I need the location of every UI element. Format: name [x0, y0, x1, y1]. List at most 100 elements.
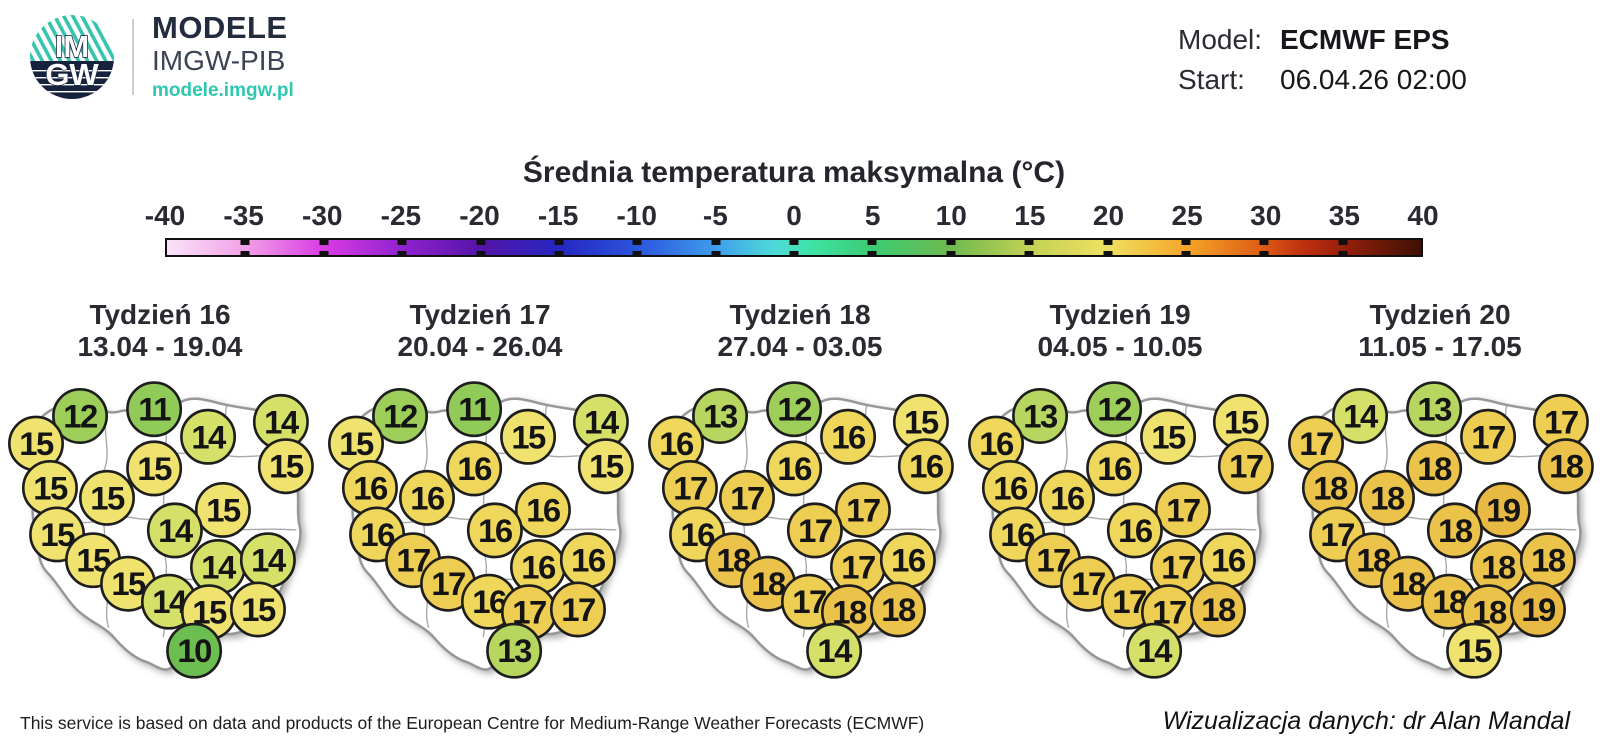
- colorbar-tick: [1024, 240, 1034, 245]
- week-column: Tydzień 19 04.05 - 10.05 13 12 16 15 15 16 16 17 1…: [960, 299, 1280, 683]
- temp-value: 15: [269, 448, 304, 485]
- colorbar-tick: [1338, 240, 1348, 245]
- temp-circle: [1460, 408, 1517, 465]
- scale-tick-label: -15: [537, 200, 579, 231]
- temp-value: 13: [703, 397, 738, 434]
- temp-value: 17: [1161, 548, 1195, 585]
- colorbar-tick: [319, 250, 329, 255]
- temp-circle: [869, 581, 926, 638]
- colorbar-tick: [632, 240, 642, 245]
- temp-circle: [834, 481, 891, 538]
- temp-circle: [1537, 438, 1594, 495]
- temp-circle: [146, 502, 203, 559]
- colorbar-tick: [554, 250, 564, 255]
- temp-value: 18: [1549, 448, 1584, 485]
- temp-circle: [1406, 440, 1463, 497]
- colorbar-tick: [240, 240, 250, 245]
- temp-circle: [446, 381, 503, 438]
- colorbar-tick: [1181, 250, 1191, 255]
- temp-value: 16: [777, 450, 812, 487]
- temp-value: 13: [497, 632, 532, 669]
- colorbar-tick: [711, 240, 721, 245]
- temp-circle: [180, 408, 237, 465]
- temp-value: 17: [1471, 418, 1505, 455]
- temp-circle: [1217, 438, 1274, 495]
- week-column: Tydzień 17 20.04 - 26.04 12 11 15 15 14 16 16 15 1…: [320, 299, 640, 683]
- scale-tick-label: -10: [616, 200, 657, 231]
- temp-circle: [166, 622, 223, 679]
- temp-circle: [399, 469, 455, 526]
- colorbar: [165, 238, 1423, 257]
- temp-circle: [766, 440, 823, 497]
- colorbar-tick: [476, 240, 485, 245]
- temp-value: 15: [206, 491, 241, 528]
- scale-tick-label: -20: [459, 200, 500, 231]
- week-title: Tydzień 19: [1049, 299, 1191, 330]
- scale-tick-label: 0: [786, 200, 802, 231]
- colorbar-tick: [1181, 240, 1191, 245]
- temp-value: 16: [909, 448, 944, 485]
- temp-circle: [1039, 469, 1095, 526]
- temp-circle: [1474, 481, 1531, 538]
- colorbar-tick: [946, 250, 956, 255]
- week-dates: 04.05 - 10.05: [1037, 331, 1203, 363]
- temp-circle: [1154, 481, 1211, 538]
- temp-value: 17: [561, 591, 595, 628]
- temp-value: 17: [1071, 565, 1105, 602]
- temp-value: 15: [241, 591, 276, 628]
- temp-circle: [500, 408, 557, 465]
- temp-circle: [1106, 502, 1163, 559]
- temp-circle: [194, 481, 251, 538]
- week-dates: 20.04 - 26.04: [397, 331, 563, 363]
- temp-value: 18: [1313, 469, 1348, 506]
- colorbar-tick: [711, 250, 721, 255]
- brand-divider: [132, 18, 134, 95]
- footer-credit: Wizualizacja danych: dr Alan Mandal: [1162, 707, 1570, 735]
- temp-circle: [1359, 469, 1415, 526]
- temp-value: 17: [1112, 583, 1146, 620]
- scale-tick-label: 30: [1250, 200, 1282, 231]
- temp-circle: [549, 581, 606, 638]
- temp-value: 16: [979, 425, 1014, 462]
- colorbar-tick: [1338, 250, 1348, 255]
- temp-value: 17: [730, 479, 764, 516]
- week-dates: 11.05 - 17.05: [1358, 331, 1522, 363]
- temp-value: 14: [201, 548, 237, 585]
- brand-block: IM GW MODELE IMGW-PIB modele.imgw.pl: [28, 11, 294, 101]
- temp-circle: [446, 440, 503, 497]
- scale-tick-label: -25: [380, 200, 422, 231]
- temp-value: 18: [881, 591, 916, 628]
- temp-circle: [486, 622, 543, 679]
- temp-value: 14: [817, 632, 853, 669]
- temp-value: 18: [1438, 512, 1473, 549]
- temp-value: 16: [521, 548, 556, 585]
- temp-value: 16: [353, 469, 388, 506]
- temp-value: 16: [1211, 542, 1246, 579]
- temp-circle: [786, 502, 843, 559]
- colorbar-tick: [789, 250, 799, 255]
- start-label: Start:: [1178, 64, 1245, 95]
- temp-value: 17: [1544, 403, 1578, 440]
- model-info: Model: ECMWF EPS Start: 06.04.26 02:00: [1178, 24, 1467, 96]
- scale-tick-label: -35: [223, 200, 264, 231]
- week-column: Tydzień 16 13.04 - 19.04 12 11 15 14 14 15 15 15 1…: [0, 299, 320, 683]
- colorbar-tick: [946, 240, 956, 245]
- temp-value: 16: [571, 542, 606, 579]
- scale-title: Średnia temperatura maksymalna (°C): [522, 156, 1066, 189]
- scale-tick-label: -30: [302, 200, 343, 231]
- temp-value: 14: [191, 418, 227, 455]
- temp-circle: [257, 438, 314, 495]
- scale-tick-label: 15: [1014, 200, 1046, 231]
- start-value: 06.04.26 02:00: [1280, 64, 1467, 95]
- temp-value: 16: [891, 542, 926, 579]
- week-title: Tydzień 16: [89, 299, 231, 330]
- temp-value: 18: [1481, 548, 1516, 585]
- temp-circle: [372, 387, 428, 444]
- temp-circle: [806, 622, 863, 679]
- temp-value: 16: [659, 425, 694, 462]
- week-title: Tydzień 20: [1369, 299, 1511, 330]
- temp-circle: [126, 381, 183, 438]
- temp-value: 16: [831, 418, 866, 455]
- temp-circle: [79, 469, 135, 526]
- temp-value: 16: [1097, 450, 1132, 487]
